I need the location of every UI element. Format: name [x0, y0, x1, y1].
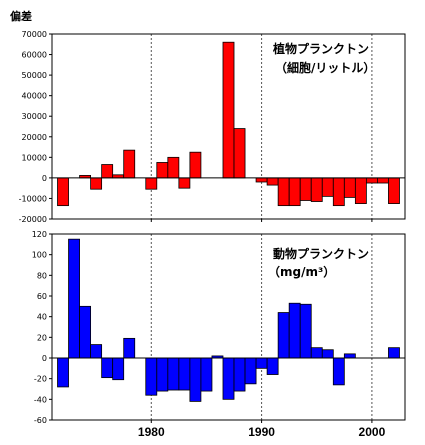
bar-2001	[377, 177, 389, 184]
bar-1981	[156, 357, 169, 392]
bar-1990	[255, 357, 268, 369]
bar-1987	[222, 357, 235, 400]
bar-2002	[388, 347, 400, 359]
y-tick-labels: 120 100 80 60 40 20 0 -20 -40 -60	[32, 230, 52, 425]
y-tick-label: 0	[42, 354, 47, 363]
y-tick-label: -20	[34, 375, 47, 384]
y-tick-label: -40	[34, 395, 47, 404]
bar-1983	[178, 357, 191, 391]
zooplankton-bars	[57, 238, 400, 402]
bar-1988	[233, 128, 246, 179]
bar-1997	[332, 177, 345, 207]
bar-1998	[343, 353, 356, 359]
bar-1974	[79, 305, 92, 359]
bar-1984	[189, 357, 202, 402]
decade-gridlines	[150, 34, 373, 219]
bar-1985	[200, 357, 213, 392]
annotation-title: 動物プランクトン	[273, 246, 369, 261]
bar-1980	[145, 177, 158, 190]
bar-1990	[255, 177, 268, 183]
y-tick-label: 70000	[22, 30, 47, 39]
bar-1972	[57, 177, 69, 207]
y-tick-label: 80	[37, 271, 47, 280]
bar-1978	[123, 337, 136, 359]
bar-1975	[90, 344, 103, 359]
bar-1980	[145, 357, 158, 396]
plot-frame	[51, 233, 406, 421]
bar-1992	[277, 312, 290, 359]
x-tick-labels: 1980 1990 2000	[138, 420, 386, 439]
bar-1982	[167, 357, 180, 391]
y-axis-label: 偏差	[10, 9, 32, 23]
y-tick-label: 40000	[22, 92, 47, 101]
bar-1997	[332, 357, 345, 386]
bar-1991	[266, 357, 279, 375]
bar-1976	[101, 357, 114, 379]
bar-1994	[299, 177, 312, 201]
y-tick-labels: 70000 60000 50000 40000 30000 20000 10000 0 -100…	[19, 30, 52, 224]
bar-1999	[354, 177, 367, 204]
decade-gridlines	[150, 234, 373, 420]
y-tick-label: 100	[32, 251, 47, 260]
y-tick-label: 30000	[22, 112, 47, 121]
bar-1976	[101, 164, 114, 179]
bar-1978	[123, 149, 136, 179]
bar-1996	[321, 177, 334, 197]
bar-1988	[233, 357, 246, 392]
bar-1982	[167, 156, 180, 179]
y-tick-label: 10000	[22, 153, 47, 162]
bar-1993	[288, 177, 301, 207]
y-tick-label: 0	[42, 174, 47, 183]
phytoplankton-chart: 70000 60000 50000 40000 30000 20000 10000 0 -100…	[19, 30, 406, 224]
bar-1998	[343, 177, 356, 198]
bar-1991	[266, 177, 279, 186]
annotation-title: 植物プランクトン	[272, 41, 369, 56]
bar-1995	[310, 177, 323, 202]
x-tick-label: 1980	[138, 425, 165, 439]
y-tick-label: -10000	[19, 194, 47, 203]
y-tick-label: -60	[34, 416, 47, 425]
bar-1975	[90, 177, 103, 190]
bar-1987	[222, 41, 235, 179]
bar-2000	[365, 177, 378, 184]
phytoplankton-bars	[57, 41, 400, 207]
bar-1994	[299, 303, 312, 359]
bar-1989	[244, 357, 257, 385]
y-tick-label: -20000	[19, 215, 47, 224]
y-tick-label: 20	[37, 333, 47, 342]
zooplankton-chart: 120 100 80 60 40 20 0 -20 -40 -60 1980 1990 2000 動物…	[32, 230, 406, 439]
bar-1972	[57, 357, 69, 388]
bar-1977	[112, 357, 125, 381]
bar-2002	[388, 177, 400, 204]
y-tick-label: 120	[32, 230, 47, 239]
bar-1984	[189, 151, 202, 179]
annotation-unit: （mg/m³）	[268, 264, 335, 279]
plot-frame	[51, 33, 406, 220]
y-tick-label: 60	[37, 292, 47, 301]
bar-1993	[288, 302, 301, 359]
y-tick-label: 50000	[22, 71, 47, 80]
annotation-unit: （細胞/リットル）	[275, 60, 375, 75]
y-tick-label: 60000	[22, 51, 47, 60]
bar-1995	[310, 347, 323, 359]
bar-1981	[156, 162, 169, 179]
bar-1996	[321, 349, 334, 359]
bar-1992	[277, 177, 290, 207]
x-tick-label: 1990	[248, 425, 275, 439]
y-tick-label: 20000	[22, 133, 47, 142]
bar-1973	[68, 238, 80, 359]
y-tick-label: 40	[37, 313, 47, 322]
bar-1983	[178, 177, 191, 189]
x-tick-label: 2000	[359, 425, 386, 439]
